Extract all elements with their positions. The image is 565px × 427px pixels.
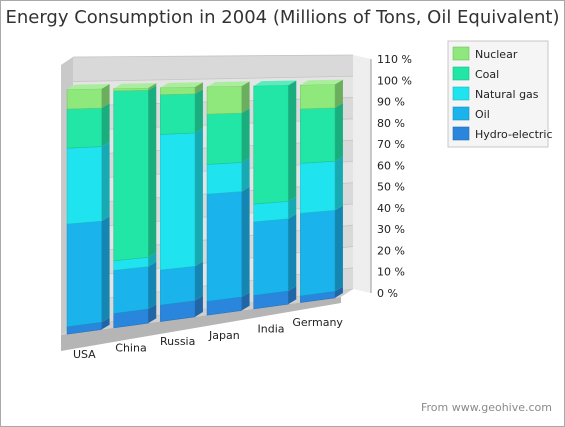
bar-segment — [253, 218, 289, 296]
bar-top — [160, 82, 203, 88]
bar-segment — [300, 84, 336, 110]
bar-segment-side — [101, 103, 110, 147]
bar-segment-side — [288, 196, 297, 219]
legend-swatch — [452, 126, 470, 141]
legend-swatch — [452, 46, 470, 61]
bar-segment — [66, 146, 102, 225]
bar-segment — [160, 132, 196, 271]
bar-segment-side — [288, 286, 297, 305]
legend-label: Natural gas — [475, 88, 539, 101]
legend-swatch — [452, 66, 470, 81]
bar-segment-side — [288, 80, 297, 202]
bar-segment-side — [334, 156, 343, 211]
bar-segment — [300, 107, 336, 164]
bar-segment — [160, 93, 196, 135]
y-tick-label: 20 % — [377, 244, 405, 257]
bar-segment-side — [101, 83, 110, 109]
y-tick-label: 10 % — [377, 266, 405, 279]
y-tick-label: 80 % — [377, 117, 405, 130]
x-tick-label: India — [258, 323, 285, 336]
bar-segment — [206, 162, 242, 195]
bar-segment — [113, 266, 149, 314]
bar-segment — [66, 88, 102, 110]
side-wall — [353, 55, 371, 293]
bar-segment-side — [148, 304, 157, 324]
bar-segment-side — [288, 213, 297, 292]
bar-segment — [66, 107, 102, 149]
legend-label: Coal — [475, 68, 499, 81]
bar-segment-side — [148, 252, 157, 267]
legend-label: Oil — [475, 108, 490, 121]
bar-top — [253, 80, 297, 86]
legend-label: Nuclear — [475, 48, 518, 61]
bar-segment-side — [241, 108, 250, 163]
bar-segment-side — [101, 216, 110, 323]
bar-top — [207, 81, 250, 87]
grid-line — [72, 75, 354, 82]
y-tick-label: 30 % — [377, 223, 405, 236]
bar-segment — [300, 160, 336, 214]
x-tick-label: USA — [73, 348, 96, 361]
bar-top — [113, 83, 157, 89]
bar-segment — [66, 220, 102, 328]
bar-segment-side — [194, 295, 203, 317]
bar-top — [67, 83, 110, 90]
legend-swatch — [452, 86, 470, 101]
y-tick-label: 70 % — [377, 138, 405, 151]
y-tick-label: 60 % — [377, 159, 405, 172]
bar-segment-side — [241, 186, 250, 298]
bar-segment — [160, 265, 196, 306]
legend-swatch — [452, 106, 470, 121]
bar-segment-side — [334, 286, 343, 298]
bar-segment-side — [148, 83, 157, 91]
bar-segment — [160, 86, 196, 95]
bar-segment-side — [241, 157, 250, 192]
bar-segment — [113, 89, 149, 262]
bar-segment-side — [194, 261, 203, 301]
bar-segment-side — [194, 82, 203, 94]
bar-segment-side — [334, 79, 343, 108]
legend-label: Hydro-electric — [475, 128, 553, 141]
bar-segment-side — [194, 128, 203, 267]
bar-segment — [253, 200, 289, 223]
bar-segment-side — [101, 141, 110, 222]
y-tick-label: 50 % — [377, 181, 405, 194]
x-tick-label: Japan — [208, 329, 240, 342]
x-tick-label: Germany — [292, 316, 343, 329]
bar-segment-side — [241, 81, 250, 114]
bar-segment — [206, 85, 242, 115]
y-tick-label: 90 % — [377, 96, 405, 109]
y-tick-label: 110 % — [377, 53, 412, 66]
bar-segment-side — [148, 85, 157, 258]
chart-title: Energy Consumption in 2004 (Millions of … — [5, 7, 560, 28]
bar-segment — [206, 191, 242, 302]
bar-segment-side — [194, 89, 203, 133]
y-tick-label: 100 % — [377, 74, 412, 87]
bar-segment-side — [148, 261, 157, 310]
floor-edge — [61, 297, 341, 351]
bar-segment-side — [241, 292, 250, 311]
bar-segment — [253, 84, 289, 205]
bar-segment-side — [101, 317, 110, 330]
bar-segment — [206, 112, 242, 165]
source-credit: From www.geohive.com — [420, 401, 552, 414]
bar-top — [300, 79, 343, 86]
y-tick-label: 40 % — [377, 202, 405, 215]
grid-line — [72, 54, 354, 58]
y-tick-label: 0 % — [377, 287, 398, 300]
bar-segment — [300, 209, 336, 297]
x-tick-label: Russia — [160, 335, 195, 348]
bar-segment-side — [334, 205, 343, 292]
x-tick-label: China — [115, 342, 146, 355]
bar-segment-side — [334, 103, 343, 162]
